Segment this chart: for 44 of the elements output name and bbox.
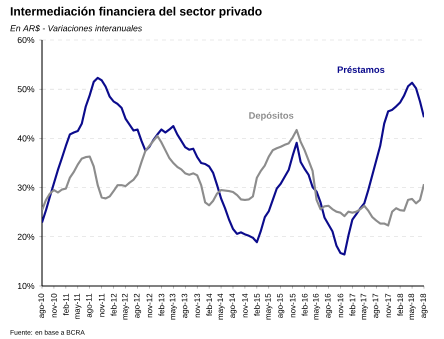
chart-subtitle: En AR$ - Variaciones interanuales xyxy=(10,24,142,32)
y-tick-label: 50% xyxy=(18,86,34,92)
x-tick-label: feb-15 xyxy=(254,294,260,316)
x-tick-label: feb-12 xyxy=(110,294,117,316)
x-tick-label: ago-18 xyxy=(420,294,428,318)
x-tick-label: feb-14 xyxy=(206,294,212,316)
x-tick-label: may-16 xyxy=(312,294,320,320)
x-tick-label: ago-16 xyxy=(324,294,332,318)
y-tick-label: 40% xyxy=(17,135,34,142)
y-tick-label: 60% xyxy=(18,36,34,44)
y-tick-label: 20% xyxy=(18,234,34,240)
x-tick-label: nov-14 xyxy=(242,294,248,318)
x-tick-label: nov-13 xyxy=(194,294,200,318)
y-tick-label: 10% xyxy=(18,282,34,290)
x-tick-label: ago-14 xyxy=(229,294,237,318)
x-tick-label: feb-13 xyxy=(158,294,164,316)
x-tick-label: may-13 xyxy=(170,294,177,320)
x-tick-label: nov-11 xyxy=(98,294,104,317)
x-tick-label: feb-16 xyxy=(302,294,308,316)
x-tick-label: nov-12 xyxy=(146,294,152,318)
x-tick-label: nov-16 xyxy=(338,294,344,318)
x-tick-label: nov-15 xyxy=(290,294,296,318)
x-tick-label: may-14 xyxy=(217,294,225,320)
line-series xyxy=(42,128,424,227)
x-tick-label: may-12 xyxy=(122,294,130,320)
x-tick-label: may-18 xyxy=(408,294,416,320)
x-tick-label: feb-11 xyxy=(62,294,69,316)
x-tick-label: nov-17 xyxy=(385,294,391,318)
x-tick-label: ago-17 xyxy=(372,294,380,318)
y-tick-label: 30% xyxy=(18,184,34,191)
x-tick-label: may-11 xyxy=(74,294,82,319)
x-tick-label: ago-15 xyxy=(277,294,284,318)
x-tick-label: nov-10 xyxy=(51,294,57,318)
x-tick-label: may-17 xyxy=(360,294,368,320)
x-tick-label: feb-17 xyxy=(349,294,356,316)
chart-title: Intermediación financiera del sector privado xyxy=(10,6,262,18)
x-tick-label: ago-10 xyxy=(38,294,46,318)
x-tick-label: feb-18 xyxy=(397,294,404,316)
x-tick-label: ago-11 xyxy=(86,294,94,318)
text: Préstamos xyxy=(338,66,384,73)
x-tick-label: may-15 xyxy=(265,294,272,320)
x-tick-label: ago-13 xyxy=(182,294,189,318)
x-tick-label: ago-12 xyxy=(134,294,142,318)
series-label: Depósitos xyxy=(249,112,294,121)
